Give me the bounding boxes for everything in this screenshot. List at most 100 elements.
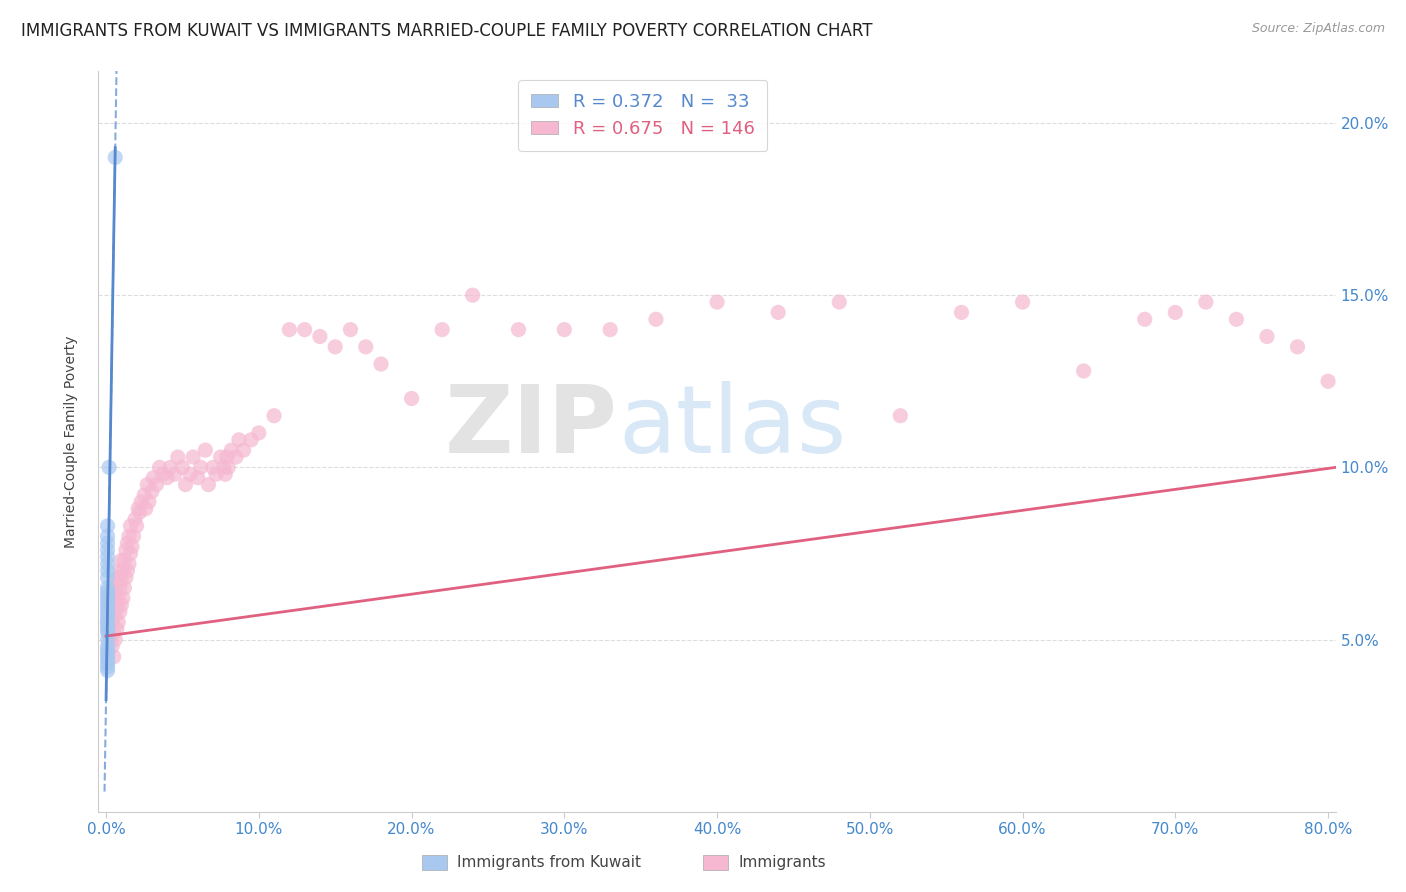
Point [97, 619, 120, 633]
Point [766, 305, 789, 319]
Point [103, 605, 125, 619]
Point [828, 295, 851, 310]
Point [98, 625, 121, 640]
Point [174, 477, 197, 491]
Point [97, 608, 120, 623]
Point [101, 591, 124, 606]
Point [97, 584, 120, 599]
Point [430, 323, 453, 337]
Text: Immigrants from Kuwait: Immigrants from Kuwait [457, 855, 641, 870]
Point [212, 460, 235, 475]
Point [124, 512, 146, 526]
Point [97, 649, 120, 664]
Legend: R = 0.372   N =  33, R = 0.675   N = 146: R = 0.372 N = 33, R = 0.675 N = 146 [519, 80, 768, 151]
Point [118, 557, 141, 571]
Point [134, 488, 156, 502]
Point [120, 546, 142, 560]
Point [181, 450, 204, 464]
Point [138, 495, 160, 509]
Point [323, 340, 346, 354]
Point [112, 553, 135, 567]
Point [401, 392, 423, 406]
Point [105, 574, 128, 588]
Point [111, 564, 134, 578]
Point [214, 467, 236, 482]
Point [172, 460, 194, 475]
Point [100, 632, 122, 647]
Point [110, 598, 132, 612]
Point [97, 601, 120, 615]
Point [187, 471, 209, 485]
Point [209, 450, 232, 464]
Point [108, 564, 131, 578]
Point [118, 529, 141, 543]
Point [232, 443, 254, 458]
Point [111, 591, 134, 606]
Point [370, 357, 392, 371]
Point [1073, 364, 1095, 378]
Point [166, 450, 188, 464]
Point [97, 598, 120, 612]
Point [159, 460, 181, 475]
Point [110, 574, 132, 588]
Point [197, 477, 219, 491]
Point [97, 529, 120, 543]
Point [97, 570, 120, 584]
Point [97, 564, 120, 578]
Point [156, 471, 179, 485]
Point [117, 564, 139, 578]
Point [1225, 312, 1247, 326]
Point [141, 484, 163, 499]
Text: Source: ZipAtlas.com: Source: ZipAtlas.com [1251, 22, 1385, 36]
Point [98, 460, 121, 475]
Point [148, 460, 170, 475]
Point [110, 553, 132, 567]
Point [508, 323, 530, 337]
Point [201, 460, 224, 475]
Point [97, 646, 120, 660]
Point [128, 505, 150, 519]
Point [97, 625, 120, 640]
Point [217, 460, 239, 475]
Point [108, 605, 131, 619]
Point [97, 591, 120, 606]
Point [97, 595, 120, 609]
Point [461, 288, 484, 302]
Point [179, 467, 201, 482]
Text: atlas: atlas [619, 381, 846, 473]
Point [97, 653, 120, 667]
Point [97, 615, 120, 630]
Point [706, 295, 728, 310]
Point [125, 519, 148, 533]
Point [120, 519, 142, 533]
Point [1164, 305, 1187, 319]
Point [97, 536, 120, 550]
Point [103, 581, 125, 595]
Point [1133, 312, 1156, 326]
Point [163, 467, 186, 482]
Point [205, 467, 228, 482]
Point [108, 581, 131, 595]
Point [215, 450, 238, 464]
Point [145, 477, 167, 491]
Point [599, 323, 621, 337]
Point [112, 581, 135, 595]
Point [278, 323, 301, 337]
Point [97, 581, 120, 595]
Point [104, 588, 127, 602]
Point [100, 598, 122, 612]
Point [97, 519, 120, 533]
Point [107, 570, 129, 584]
Point [97, 622, 120, 636]
Point [228, 433, 250, 447]
Point [142, 471, 165, 485]
Point [107, 591, 129, 606]
Point [221, 443, 243, 458]
Point [1011, 295, 1033, 310]
Point [294, 323, 316, 337]
Point [97, 549, 120, 564]
Point [263, 409, 285, 423]
Point [97, 660, 120, 674]
Point [97, 588, 120, 602]
Point [103, 649, 125, 664]
